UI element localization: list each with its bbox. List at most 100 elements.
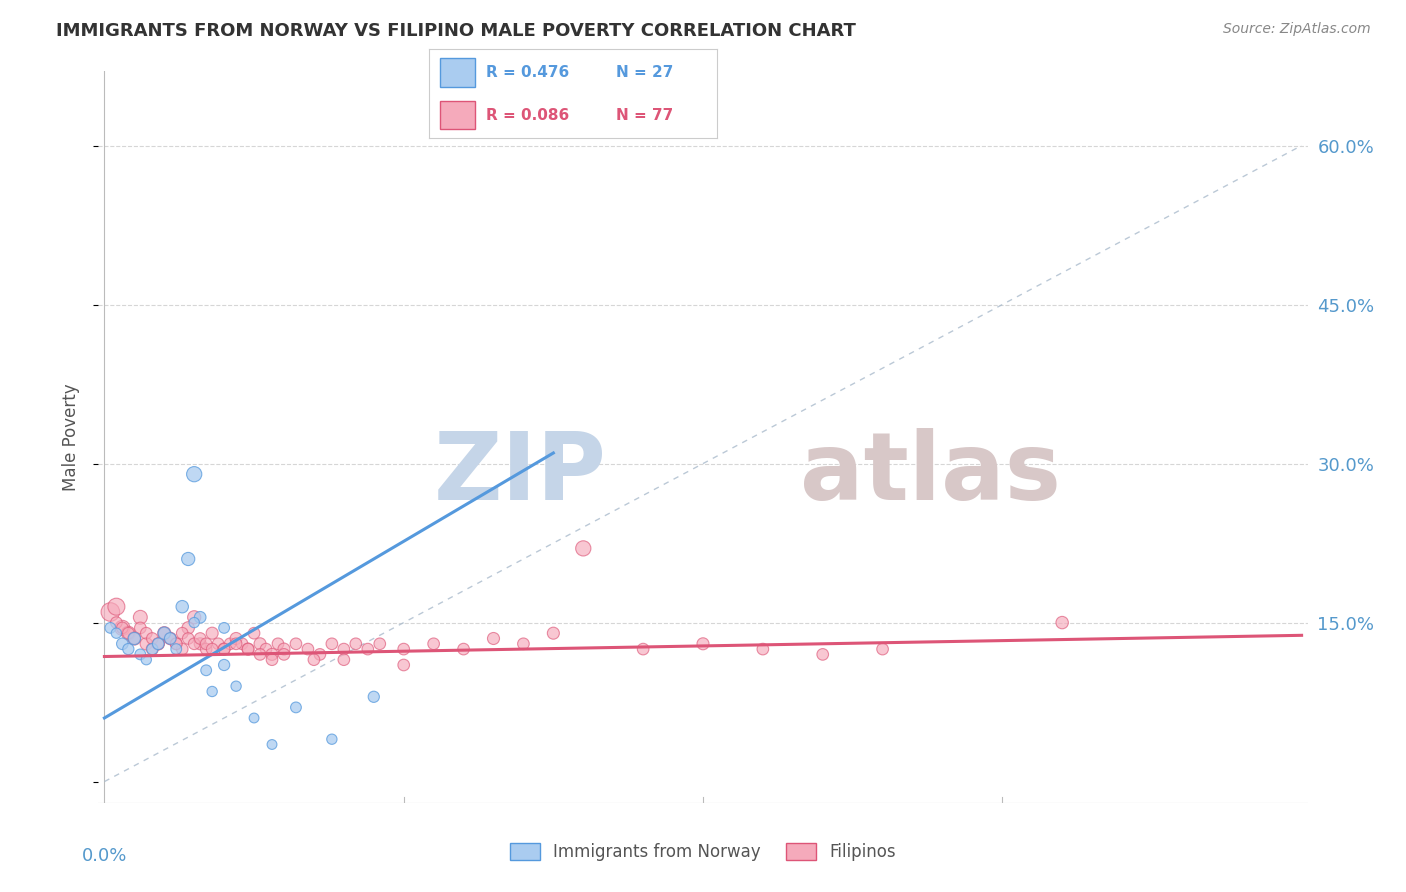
Point bbox=[219, 637, 242, 651]
Point bbox=[811, 648, 834, 662]
Point bbox=[183, 637, 205, 651]
Legend: Immigrants from Norway, Filipinos: Immigrants from Norway, Filipinos bbox=[503, 836, 903, 868]
Point bbox=[249, 648, 271, 662]
Point bbox=[267, 637, 290, 651]
Point bbox=[195, 637, 218, 651]
Point bbox=[260, 738, 283, 752]
Point bbox=[212, 642, 235, 657]
Point bbox=[148, 637, 170, 651]
Point bbox=[333, 653, 356, 667]
Point bbox=[141, 632, 163, 646]
Point bbox=[153, 626, 176, 640]
Point bbox=[201, 684, 224, 698]
Point bbox=[183, 610, 205, 624]
Text: N = 77: N = 77 bbox=[616, 108, 673, 122]
Point bbox=[254, 642, 277, 657]
Point bbox=[284, 700, 307, 714]
Point bbox=[188, 632, 211, 646]
Text: ZIP: ZIP bbox=[433, 427, 606, 520]
Point bbox=[153, 626, 176, 640]
Point bbox=[141, 642, 163, 657]
Point bbox=[100, 605, 122, 619]
Point bbox=[129, 648, 152, 662]
Point bbox=[236, 642, 259, 657]
Point bbox=[212, 642, 235, 657]
Point bbox=[225, 632, 247, 646]
Text: R = 0.086: R = 0.086 bbox=[486, 108, 569, 122]
Text: R = 0.476: R = 0.476 bbox=[486, 65, 569, 79]
Y-axis label: Male Poverty: Male Poverty bbox=[62, 384, 80, 491]
Text: IMMIGRANTS FROM NORWAY VS FILIPINO MALE POVERTY CORRELATION CHART: IMMIGRANTS FROM NORWAY VS FILIPINO MALE … bbox=[56, 22, 856, 40]
Point bbox=[135, 626, 157, 640]
Point bbox=[572, 541, 595, 556]
Point bbox=[165, 637, 187, 651]
Point bbox=[249, 637, 271, 651]
Point bbox=[302, 653, 325, 667]
Point bbox=[260, 648, 283, 662]
Point bbox=[124, 632, 146, 646]
Point bbox=[111, 621, 134, 635]
Point bbox=[135, 653, 157, 667]
Point bbox=[124, 632, 146, 646]
Point bbox=[631, 642, 654, 657]
Point bbox=[129, 610, 152, 624]
Point bbox=[543, 626, 565, 640]
Point bbox=[243, 626, 266, 640]
Point bbox=[512, 637, 534, 651]
Point bbox=[297, 642, 319, 657]
Point bbox=[195, 663, 218, 677]
Point bbox=[129, 621, 152, 635]
Point bbox=[165, 637, 187, 651]
Point bbox=[321, 637, 343, 651]
Point bbox=[243, 711, 266, 725]
Point bbox=[159, 632, 181, 646]
Point bbox=[363, 690, 385, 704]
Point bbox=[231, 637, 253, 651]
Point bbox=[201, 626, 224, 640]
Point bbox=[392, 642, 415, 657]
Point bbox=[165, 642, 187, 657]
Point bbox=[273, 642, 295, 657]
Point bbox=[872, 642, 894, 657]
Text: atlas: atlas bbox=[800, 427, 1060, 520]
Point bbox=[333, 642, 356, 657]
Point bbox=[225, 679, 247, 693]
Point bbox=[177, 632, 200, 646]
Point bbox=[117, 642, 139, 657]
Point bbox=[135, 637, 157, 651]
Point bbox=[207, 637, 229, 651]
Text: 0.0%: 0.0% bbox=[82, 847, 127, 864]
Point bbox=[153, 626, 176, 640]
Point bbox=[236, 642, 259, 657]
Point bbox=[212, 621, 235, 635]
Point bbox=[321, 732, 343, 747]
Point bbox=[172, 599, 194, 614]
Point bbox=[195, 642, 218, 657]
Bar bbox=[440, 101, 475, 129]
Point bbox=[201, 642, 224, 657]
Point bbox=[344, 637, 367, 651]
Point bbox=[752, 642, 775, 657]
Point bbox=[148, 637, 170, 651]
Point bbox=[183, 615, 205, 630]
Point bbox=[482, 632, 505, 646]
Point bbox=[172, 642, 194, 657]
Point bbox=[188, 610, 211, 624]
Text: Source: ZipAtlas.com: Source: ZipAtlas.com bbox=[1223, 22, 1371, 37]
Point bbox=[117, 626, 139, 640]
Point bbox=[105, 599, 128, 614]
Bar bbox=[440, 58, 475, 87]
Point bbox=[105, 626, 128, 640]
Point bbox=[212, 658, 235, 673]
Point bbox=[357, 642, 380, 657]
Point bbox=[141, 642, 163, 657]
Point bbox=[392, 658, 415, 673]
Point bbox=[159, 632, 181, 646]
Point bbox=[273, 648, 295, 662]
Point bbox=[117, 626, 139, 640]
Point bbox=[260, 653, 283, 667]
Point bbox=[100, 621, 122, 635]
Point bbox=[188, 637, 211, 651]
Point bbox=[105, 615, 128, 630]
Point bbox=[453, 642, 475, 657]
